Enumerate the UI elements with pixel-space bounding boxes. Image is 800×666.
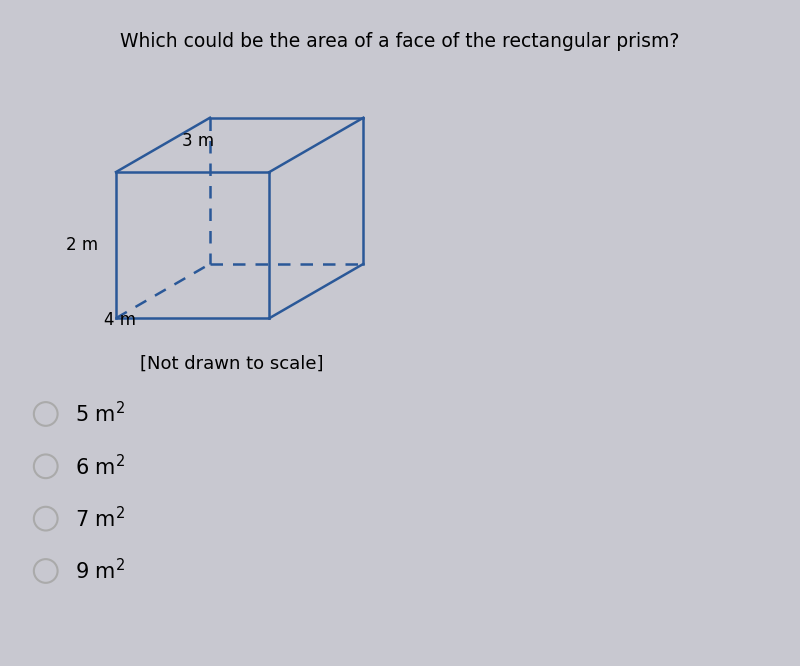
Text: 3 m: 3 m xyxy=(182,133,214,151)
Text: [Not drawn to scale]: [Not drawn to scale] xyxy=(140,355,323,373)
Text: Which could be the area of a face of the rectangular prism?: Which could be the area of a face of the… xyxy=(120,32,680,51)
Text: 5 m$^2$: 5 m$^2$ xyxy=(75,402,126,427)
Text: 6 m$^2$: 6 m$^2$ xyxy=(75,454,126,479)
Text: 7 m$^2$: 7 m$^2$ xyxy=(75,506,126,531)
Text: 4 m: 4 m xyxy=(104,311,136,329)
Text: 2 m: 2 m xyxy=(66,236,98,254)
Text: 9 m$^2$: 9 m$^2$ xyxy=(75,558,126,583)
